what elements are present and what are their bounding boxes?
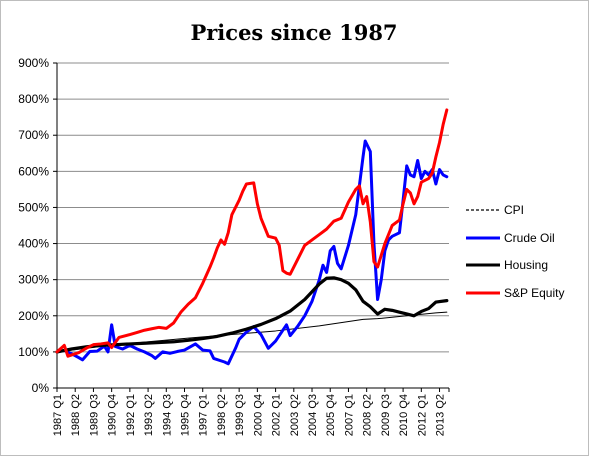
y-tick-label: 0% bbox=[32, 381, 50, 395]
y-tick-label: 100% bbox=[18, 345, 49, 359]
y-tick-label: 900% bbox=[18, 56, 49, 70]
x-tick-label: 2013 Q2 bbox=[435, 394, 447, 436]
x-tick-label: 1987 Q1 bbox=[52, 394, 64, 436]
x-axis-tick-labels: 1987 Q1 1988 Q2 1989 Q3 1990 Q4 1992 Q1 1993 … bbox=[52, 394, 447, 436]
chart-title: Prices since 1987 bbox=[190, 20, 397, 45]
x-tick-label: 1993 Q2 bbox=[143, 394, 155, 436]
cpi-legend-label: CPI bbox=[504, 203, 524, 217]
y-tick-label: 800% bbox=[18, 92, 49, 106]
x-tick-label: 2000 Q4 bbox=[252, 394, 264, 436]
series-lines bbox=[55, 108, 449, 366]
x-tick-label: 2009 Q3 bbox=[380, 394, 392, 436]
x-tick-label: 1999 Q3 bbox=[234, 394, 246, 436]
x-tick-label: 1990 Q4 bbox=[107, 394, 119, 436]
s-p-equity-series-line bbox=[55, 108, 449, 358]
x-tick-label: 2005 Q4 bbox=[325, 394, 337, 436]
x-tick-label: 2007 Q1 bbox=[343, 394, 355, 436]
x-tick-label: 1988 Q2 bbox=[70, 394, 82, 436]
x-tick-label: 1998 Q2 bbox=[216, 394, 228, 436]
legend: CPI Crude Oil Housing S&P Equity bbox=[466, 203, 564, 300]
x-tick-label: 2003 Q2 bbox=[289, 394, 301, 436]
y-tick-label: 700% bbox=[18, 128, 49, 142]
x-tick-label: 1992 Q1 bbox=[125, 394, 137, 436]
x-tick-label: 2010 Q4 bbox=[398, 394, 410, 436]
x-tick-label: 2008 Q2 bbox=[362, 394, 374, 436]
x-tick-label: 1989 Q3 bbox=[88, 394, 100, 436]
y-axis-tick-labels: 0% 100% 200% 300% 400% 500% 600% 700% 800% 900% bbox=[18, 56, 49, 395]
y-tick-label: 300% bbox=[18, 273, 49, 287]
y-tick-label: 500% bbox=[18, 200, 49, 214]
x-tick-label: 1995 Q4 bbox=[180, 394, 192, 436]
axes bbox=[56, 63, 450, 392]
y-tick-label: 400% bbox=[18, 237, 49, 251]
y-tick-label: 600% bbox=[18, 164, 49, 178]
y-tick-label: 200% bbox=[18, 309, 49, 323]
s-p-equity-legend-label: S&P Equity bbox=[504, 286, 564, 300]
crude-oil-legend-label: Crude Oil bbox=[504, 231, 555, 245]
x-tick-label: 2004 Q3 bbox=[307, 394, 319, 436]
crude-oil-series-line bbox=[55, 139, 449, 366]
x-tick-label: 2012 Q1 bbox=[416, 394, 428, 436]
housing-legend-label: Housing bbox=[504, 258, 548, 272]
grid-lines bbox=[53, 62, 449, 389]
x-tick-label: 1994 Q3 bbox=[161, 394, 173, 436]
x-tick-label: 1997 Q1 bbox=[198, 394, 210, 436]
housing-series-line bbox=[55, 276, 449, 354]
x-tick-label: 2002 Q1 bbox=[271, 394, 283, 436]
